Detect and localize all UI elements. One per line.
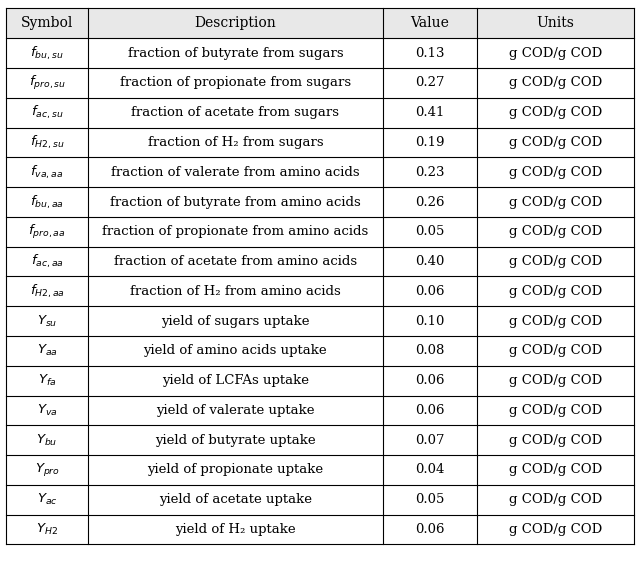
Text: 0.27: 0.27	[415, 76, 445, 89]
Text: $f_{ac,su}$: $f_{ac,su}$	[31, 104, 63, 121]
Text: fraction of H₂ from sugars: fraction of H₂ from sugars	[147, 136, 323, 149]
Bar	[6, 8, 634, 38]
Text: 0.07: 0.07	[415, 434, 445, 447]
Text: $f_{bu,aa}$: $f_{bu,aa}$	[30, 194, 64, 211]
Text: yield of butyrate uptake: yield of butyrate uptake	[155, 434, 316, 447]
Text: $f_{bu,su}$: $f_{bu,su}$	[31, 45, 64, 62]
Text: 0.26: 0.26	[415, 195, 445, 208]
Text: fraction of butyrate from amino acids: fraction of butyrate from amino acids	[110, 195, 361, 208]
Text: 0.40: 0.40	[415, 255, 444, 268]
Text: fraction of acetate from amino acids: fraction of acetate from amino acids	[114, 255, 357, 268]
Text: $f_{pro,su}$: $f_{pro,su}$	[29, 74, 66, 92]
Text: $Y_{H2}$: $Y_{H2}$	[36, 522, 58, 537]
Text: g COD/g COD: g COD/g COD	[509, 166, 602, 179]
Text: 0.04: 0.04	[415, 464, 444, 477]
Text: Value: Value	[410, 16, 449, 31]
Text: 0.06: 0.06	[415, 523, 445, 536]
Text: 0.23: 0.23	[415, 166, 445, 179]
Text: g COD/g COD: g COD/g COD	[509, 225, 602, 238]
Text: yield of acetate uptake: yield of acetate uptake	[159, 493, 312, 506]
Text: 0.05: 0.05	[415, 493, 444, 506]
Text: $Y_{su}$: $Y_{su}$	[37, 314, 58, 329]
Text: g COD/g COD: g COD/g COD	[509, 315, 602, 328]
Text: g COD/g COD: g COD/g COD	[509, 344, 602, 357]
Text: g COD/g COD: g COD/g COD	[509, 76, 602, 89]
Text: g COD/g COD: g COD/g COD	[509, 523, 602, 536]
Text: g COD/g COD: g COD/g COD	[509, 285, 602, 298]
Text: g COD/g COD: g COD/g COD	[509, 195, 602, 208]
Text: fraction of propionate from sugars: fraction of propionate from sugars	[120, 76, 351, 89]
Text: $f_{H2,su}$: $f_{H2,su}$	[30, 134, 65, 151]
Text: Symbol: Symbol	[21, 16, 74, 31]
Text: $Y_{bu}$: $Y_{bu}$	[36, 432, 58, 448]
Text: fraction of butyrate from sugars: fraction of butyrate from sugars	[127, 46, 343, 59]
Text: 0.41: 0.41	[415, 106, 444, 119]
Text: fraction of propionate from amino acids: fraction of propionate from amino acids	[102, 225, 369, 238]
Text: fraction of valerate from amino acids: fraction of valerate from amino acids	[111, 166, 360, 179]
Text: yield of sugars uptake: yield of sugars uptake	[161, 315, 310, 328]
Text: 0.05: 0.05	[415, 225, 444, 238]
Text: fraction of acetate from sugars: fraction of acetate from sugars	[131, 106, 339, 119]
Text: 0.08: 0.08	[415, 344, 444, 357]
Text: g COD/g COD: g COD/g COD	[509, 46, 602, 59]
Text: $Y_{va}$: $Y_{va}$	[37, 403, 58, 418]
Text: g COD/g COD: g COD/g COD	[509, 493, 602, 506]
Text: g COD/g COD: g COD/g COD	[509, 106, 602, 119]
Text: $Y_{aa}$: $Y_{aa}$	[36, 344, 58, 358]
Text: 0.10: 0.10	[415, 315, 444, 328]
Text: $Y_{fa}$: $Y_{fa}$	[38, 373, 56, 388]
Text: yield of amino acids uptake: yield of amino acids uptake	[143, 344, 327, 357]
Text: 0.13: 0.13	[415, 46, 445, 59]
Text: yield of LCFAs uptake: yield of LCFAs uptake	[162, 374, 309, 387]
Text: g COD/g COD: g COD/g COD	[509, 464, 602, 477]
Text: g COD/g COD: g COD/g COD	[509, 404, 602, 417]
Text: 0.06: 0.06	[415, 374, 445, 387]
Text: Units: Units	[536, 16, 574, 31]
Text: $f_{ac,aa}$: $f_{ac,aa}$	[31, 253, 63, 270]
Text: 0.19: 0.19	[415, 136, 445, 149]
Text: g COD/g COD: g COD/g COD	[509, 255, 602, 268]
Text: yield of valerate uptake: yield of valerate uptake	[156, 404, 315, 417]
Text: $f_{H2,aa}$: $f_{H2,aa}$	[29, 282, 65, 300]
Text: $f_{va,aa}$: $f_{va,aa}$	[31, 164, 64, 181]
Text: yield of propionate uptake: yield of propionate uptake	[147, 464, 323, 477]
Text: 0.06: 0.06	[415, 404, 445, 417]
Text: g COD/g COD: g COD/g COD	[509, 136, 602, 149]
Text: $Y_{ac}$: $Y_{ac}$	[37, 492, 58, 507]
Text: Description: Description	[195, 16, 276, 31]
Text: g COD/g COD: g COD/g COD	[509, 434, 602, 447]
Text: 0.06: 0.06	[415, 285, 445, 298]
Text: yield of H₂ uptake: yield of H₂ uptake	[175, 523, 296, 536]
Text: fraction of H₂ from amino acids: fraction of H₂ from amino acids	[130, 285, 340, 298]
Text: $Y_{pro}$: $Y_{pro}$	[35, 461, 60, 478]
Text: $f_{pro,aa}$: $f_{pro,aa}$	[28, 223, 66, 241]
Text: g COD/g COD: g COD/g COD	[509, 374, 602, 387]
